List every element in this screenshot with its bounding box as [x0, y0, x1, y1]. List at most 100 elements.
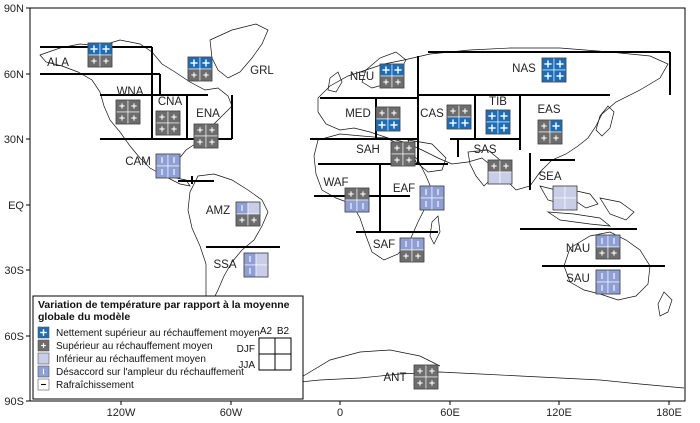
region-glyph	[390, 141, 416, 167]
legend-scenario-b: B2	[277, 326, 290, 337]
glyph-cell-less	[255, 252, 269, 266]
legend-season-top: DJF	[237, 344, 255, 355]
region-glyph	[187, 56, 213, 82]
region-label: SAS	[473, 144, 496, 156]
region-sea: SEA	[538, 171, 578, 211]
glyph-cell-less	[564, 197, 578, 211]
lon-label: 60E	[440, 407, 460, 419]
region-sau: SAU	[566, 269, 621, 295]
region-glyph	[243, 252, 269, 278]
legend-swatch	[37, 352, 50, 365]
glyph-cell-less	[487, 171, 501, 185]
legend-item-inconsistent: Désaccord sur l'ampleur du réchauffement	[37, 365, 244, 378]
region-label: MED	[345, 108, 371, 120]
region-layer: ALA WNA CNA ENA GRL CAM AMZ SSA NEU MED SAH WAF EAF S…	[47, 42, 621, 390]
region-glyph	[235, 201, 261, 227]
region-label: NAS	[512, 63, 536, 75]
region-glyph	[485, 109, 511, 135]
region-label: CNA	[158, 96, 183, 108]
region-ant: ANT	[384, 364, 439, 390]
region-label: SAF	[373, 239, 395, 251]
region-glyph	[537, 119, 563, 145]
region-amz: AMZ	[206, 201, 261, 227]
longitude-labels: 120W 60W 0 60E 120E 180E	[107, 407, 682, 419]
legend-title-line1: Variation de température par rapport à l…	[38, 299, 290, 311]
glyph-cell-less	[247, 201, 261, 215]
glyph-cell-less	[255, 264, 269, 278]
region-label: CAS	[420, 108, 444, 120]
legend-item-label: Supérieur au réchauffement moyen	[56, 341, 213, 352]
legend-item-label: Désaccord sur l'ampleur du réchauffement	[56, 367, 244, 378]
region-glyph	[413, 364, 439, 390]
legend-item-less: Inférieur au réchauffement moyen	[37, 352, 206, 365]
lat-label: 90N	[4, 3, 24, 15]
region-cam: CAM	[125, 153, 181, 179]
lon-label: 180E	[656, 407, 682, 419]
legend-item-much: Nettement supérieur au réchauffement moy…	[37, 326, 260, 339]
legend-title-line2: globale du modèle	[38, 311, 130, 323]
region-glyph	[399, 237, 425, 263]
region-label: SEA	[538, 171, 561, 183]
region-label: EAS	[537, 104, 560, 116]
lon-label: 120W	[107, 407, 136, 419]
region-label: NAU	[566, 243, 590, 255]
legend-item-cooling: Rafraîchissement	[37, 378, 134, 391]
region-glyph	[419, 185, 445, 211]
lon-label: 60W	[220, 407, 243, 419]
region-ala: ALA	[47, 42, 113, 69]
lon-label: 0	[337, 407, 343, 419]
region-label: WAF	[323, 177, 348, 189]
region-med: MED	[345, 106, 401, 132]
region-glyph	[595, 234, 621, 260]
legend-scenario-a: A2	[260, 326, 273, 337]
region-glyph	[487, 159, 513, 185]
region-label: CAM	[125, 156, 151, 168]
glyph-cell-less	[499, 171, 513, 185]
region-label: TIB	[489, 96, 507, 108]
legend-box	[32, 295, 304, 400]
region-glyph	[193, 123, 219, 149]
region-glyph	[552, 185, 578, 211]
region-label: NEU	[350, 71, 374, 83]
region-glyph	[155, 153, 181, 179]
axis-ticks	[26, 7, 670, 405]
region-tib: TIB	[485, 96, 511, 135]
region-ssa: SSA	[213, 252, 269, 278]
region-grl: GRL	[187, 56, 274, 82]
region-cas: CAS	[420, 104, 472, 130]
region-label: WNA	[117, 86, 144, 98]
lat-label: 30N	[4, 134, 24, 146]
lat-label: 30S	[4, 265, 24, 277]
region-saf: SAF	[373, 237, 425, 263]
region-glyph	[379, 63, 405, 89]
region-label: ANT	[384, 372, 407, 384]
region-glyph	[155, 110, 181, 136]
region-waf: WAF	[323, 177, 370, 213]
legend-item-label: Nettement supérieur au réchauffement moy…	[56, 328, 260, 339]
legend-season-bottom: JJA	[238, 360, 255, 371]
region-label: AMZ	[206, 205, 230, 217]
region-cna: CNA	[155, 96, 183, 136]
glyph-cell-less	[552, 185, 566, 199]
region-glyph	[344, 187, 370, 213]
lat-label: 60N	[4, 69, 24, 81]
legend-item-label: Inférieur au réchauffement moyen	[56, 354, 206, 365]
region-eas: EAS	[537, 104, 563, 145]
region-glyph	[115, 99, 141, 125]
lon-label: 120E	[546, 407, 572, 419]
glyph-cell-less	[564, 185, 578, 199]
lat-label: 90S	[4, 396, 24, 408]
latitude-labels: 90N 60N 30N EQ 30S 60S 90S	[4, 3, 25, 408]
legend-item-greater: Supérieur au réchauffement moyen	[37, 339, 213, 352]
legend-item-label: Rafraîchissement	[56, 380, 134, 391]
region-glyph	[87, 42, 113, 68]
region-nau: NAU	[566, 234, 621, 260]
lat-label: 60S	[4, 331, 24, 343]
region-label: SSA	[213, 259, 236, 271]
region-boundaries	[40, 46, 671, 267]
region-label: SAH	[356, 144, 380, 156]
region-glyph	[541, 57, 567, 83]
region-glyph	[375, 106, 401, 132]
region-ena: ENA	[193, 108, 220, 149]
